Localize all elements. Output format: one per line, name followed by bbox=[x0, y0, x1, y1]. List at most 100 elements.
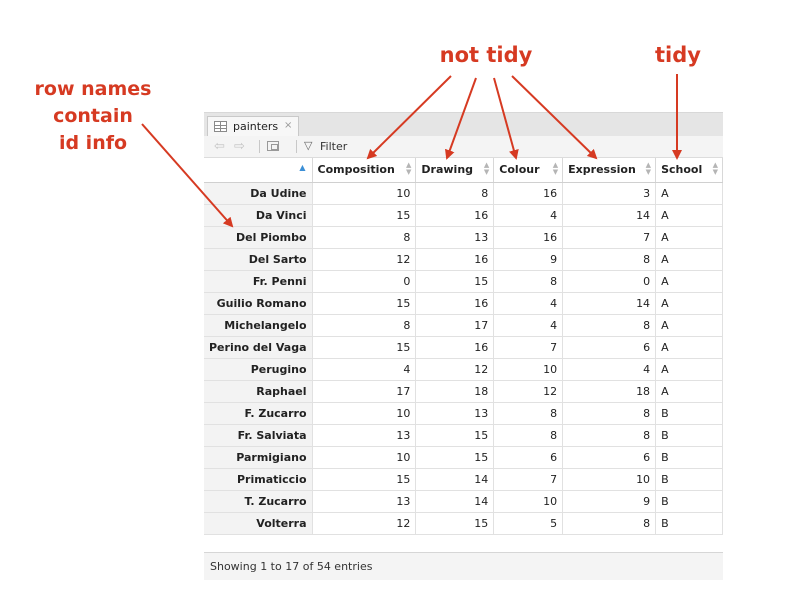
data-viewer: painters × ⇦ ⇨ ▽ Filter ▲ Composition ▲ ▼ bbox=[204, 112, 723, 580]
table-body: Da Udine 10 8 16 3 A Da Vinci 15 16 4 14 A Del Piomb… bbox=[204, 182, 723, 535]
school-cell: B bbox=[655, 446, 723, 469]
expression-cell: 9 bbox=[562, 490, 657, 513]
table-row: Del Piombo 8 13 16 7 A bbox=[204, 226, 723, 249]
row-name-cell: T. Zucarro bbox=[204, 490, 313, 513]
drawing-cell: 15 bbox=[415, 446, 495, 469]
filter-button[interactable]: Filter bbox=[320, 140, 348, 153]
drawing-cell: 14 bbox=[415, 490, 495, 513]
school-cell: B bbox=[655, 468, 723, 491]
table-row: Volterra 12 15 5 8 B bbox=[204, 512, 723, 535]
expression-cell: 8 bbox=[562, 424, 657, 447]
expression-cell: 8 bbox=[562, 512, 657, 535]
tab-label: painters bbox=[233, 120, 279, 133]
sort-icon: ▲ ▼ bbox=[552, 161, 559, 176]
row-name-cell: Volterra bbox=[204, 512, 313, 535]
colour-cell: 8 bbox=[493, 270, 564, 293]
composition-cell: 13 bbox=[312, 490, 417, 513]
annotation-row-names-line-1: row names bbox=[34, 78, 152, 100]
colour-cell: 7 bbox=[493, 336, 564, 359]
row-name-cell: Perino del Vaga bbox=[204, 336, 313, 359]
table-row: Primaticcio 15 14 7 10 B bbox=[204, 468, 723, 491]
drawing-cell: 18 bbox=[415, 380, 495, 403]
row-name-cell: Raphael bbox=[204, 380, 313, 403]
table-row: Da Vinci 15 16 4 14 A bbox=[204, 204, 723, 227]
forward-arrow-icon[interactable]: ⇨ bbox=[234, 139, 245, 154]
row-name-cell: Del Piombo bbox=[204, 226, 313, 249]
table-row: Fr. Salviata 13 15 8 8 B bbox=[204, 424, 723, 447]
row-name-cell: Michelangelo bbox=[204, 314, 313, 337]
row-name-cell: F. Zucarro bbox=[204, 402, 313, 425]
school-cell: B bbox=[655, 512, 723, 535]
drawing-cell: 13 bbox=[415, 226, 495, 249]
school-cell: A bbox=[655, 204, 723, 227]
sort-icon: ▲ ▼ bbox=[645, 161, 652, 176]
drawing-cell: 12 bbox=[415, 358, 495, 381]
expression-cell: 14 bbox=[562, 204, 657, 227]
table-row: Guilio Romano 15 16 4 14 A bbox=[204, 292, 723, 315]
popout-icon[interactable] bbox=[267, 141, 279, 151]
arrow-composition bbox=[366, 75, 452, 160]
filter-icon[interactable]: ▽ bbox=[304, 139, 313, 152]
colour-cell: 5 bbox=[493, 512, 564, 535]
row-name-cell: Fr. Salviata bbox=[204, 424, 313, 447]
expression-cell: 6 bbox=[562, 336, 657, 359]
annotation-row-names-line-2: contain bbox=[53, 105, 133, 127]
drawing-cell: 17 bbox=[415, 314, 495, 337]
column-header-drawing[interactable]: Drawing ▲ ▼ bbox=[415, 158, 495, 183]
sort-icon: ▲ ▼ bbox=[483, 161, 490, 176]
school-cell: A bbox=[655, 226, 723, 249]
colour-cell: 10 bbox=[493, 358, 564, 381]
drawing-cell: 15 bbox=[415, 270, 495, 293]
composition-cell: 15 bbox=[312, 204, 417, 227]
annotation-row-names: row names contain id info bbox=[30, 76, 156, 157]
school-cell: A bbox=[655, 270, 723, 293]
table-header-row: ▲ Composition ▲ ▼ Drawing ▲ ▼ Colour ▲ ▼ Ex… bbox=[204, 158, 723, 183]
school-cell: A bbox=[655, 248, 723, 271]
annotation-not-tidy: not tidy bbox=[439, 43, 533, 67]
drawing-cell: 13 bbox=[415, 402, 495, 425]
school-cell: B bbox=[655, 402, 723, 425]
status-bar: Showing 1 to 17 of 54 entries bbox=[204, 552, 723, 580]
colour-cell: 9 bbox=[493, 248, 564, 271]
colour-cell: 4 bbox=[493, 314, 564, 337]
status-text: Showing 1 to 17 of 54 entries bbox=[210, 560, 373, 573]
expression-cell: 8 bbox=[562, 402, 657, 425]
column-header-school[interactable]: School ▲ ▼ bbox=[655, 158, 723, 183]
colour-cell: 6 bbox=[493, 446, 564, 469]
row-name-cell: Da Vinci bbox=[204, 204, 313, 227]
school-cell: B bbox=[655, 490, 723, 513]
drawing-cell: 16 bbox=[415, 204, 495, 227]
composition-cell: 0 bbox=[312, 270, 417, 293]
row-name-cell: Da Udine bbox=[204, 182, 313, 205]
column-header-composition[interactable]: Composition ▲ ▼ bbox=[312, 158, 417, 183]
row-name-cell: Parmigiano bbox=[204, 446, 313, 469]
expression-cell: 6 bbox=[562, 446, 657, 469]
tab-bar: painters × bbox=[204, 112, 723, 137]
expression-cell: 4 bbox=[562, 358, 657, 381]
column-header-colour[interactable]: Colour ▲ ▼ bbox=[493, 158, 564, 183]
colour-cell: 16 bbox=[493, 182, 564, 205]
close-icon[interactable]: × bbox=[284, 120, 293, 131]
composition-cell: 12 bbox=[312, 512, 417, 535]
sort-icon: ▲ bbox=[299, 163, 306, 172]
sort-icon: ▲ ▼ bbox=[712, 161, 718, 176]
composition-cell: 8 bbox=[312, 226, 417, 249]
arrow-row-names bbox=[141, 123, 234, 228]
toolbar-divider bbox=[259, 140, 260, 153]
expression-cell: 14 bbox=[562, 292, 657, 315]
column-header-expression[interactable]: Expression ▲ ▼ bbox=[562, 158, 657, 183]
table-row: Da Udine 10 8 16 3 A bbox=[204, 182, 723, 205]
tab-painters[interactable]: painters × bbox=[207, 116, 299, 137]
annotation-row-names-line-3: id info bbox=[58, 132, 128, 154]
grid-icon bbox=[214, 121, 227, 132]
back-arrow-icon[interactable]: ⇦ bbox=[214, 139, 225, 154]
column-header-rownames[interactable]: ▲ bbox=[204, 158, 313, 183]
row-name-cell: Del Sarto bbox=[204, 248, 313, 271]
sort-icon: ▲ ▼ bbox=[406, 161, 412, 176]
composition-cell: 10 bbox=[312, 402, 417, 425]
composition-cell: 12 bbox=[312, 248, 417, 271]
arrow-drawing bbox=[445, 77, 477, 160]
colour-cell: 8 bbox=[493, 424, 564, 447]
table-row: Raphael 17 18 12 18 A bbox=[204, 380, 723, 403]
drawing-cell: 16 bbox=[415, 292, 495, 315]
